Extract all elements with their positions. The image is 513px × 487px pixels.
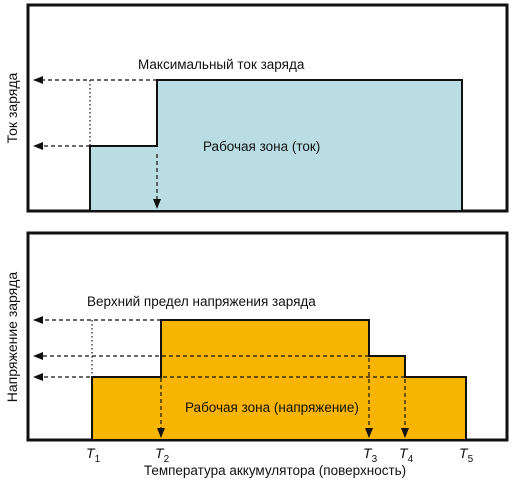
voltage-zone-label: Рабочая зона (напряжение) <box>185 400 359 415</box>
tick-t2: T2 <box>155 445 170 465</box>
voltage-axis-label: Напряжение заряда <box>4 272 20 403</box>
max-current-annotation: Максимальный ток заряда <box>138 57 305 72</box>
tick-t1: T1 <box>86 445 101 465</box>
tick-t4: T4 <box>399 445 414 465</box>
tick-t3: T3 <box>363 445 378 465</box>
current-zone-label: Рабочая зона (ток) <box>203 139 320 154</box>
temperature-axis-label: Температура аккумулятора (поверхность) <box>144 463 406 478</box>
tick-t5: T5 <box>459 445 474 465</box>
voltage-operating-zone <box>91 319 467 441</box>
current-axis-label: Ток заряда <box>4 72 20 143</box>
upper-voltage-annotation: Верхний предел напряжения заряда <box>87 294 316 309</box>
